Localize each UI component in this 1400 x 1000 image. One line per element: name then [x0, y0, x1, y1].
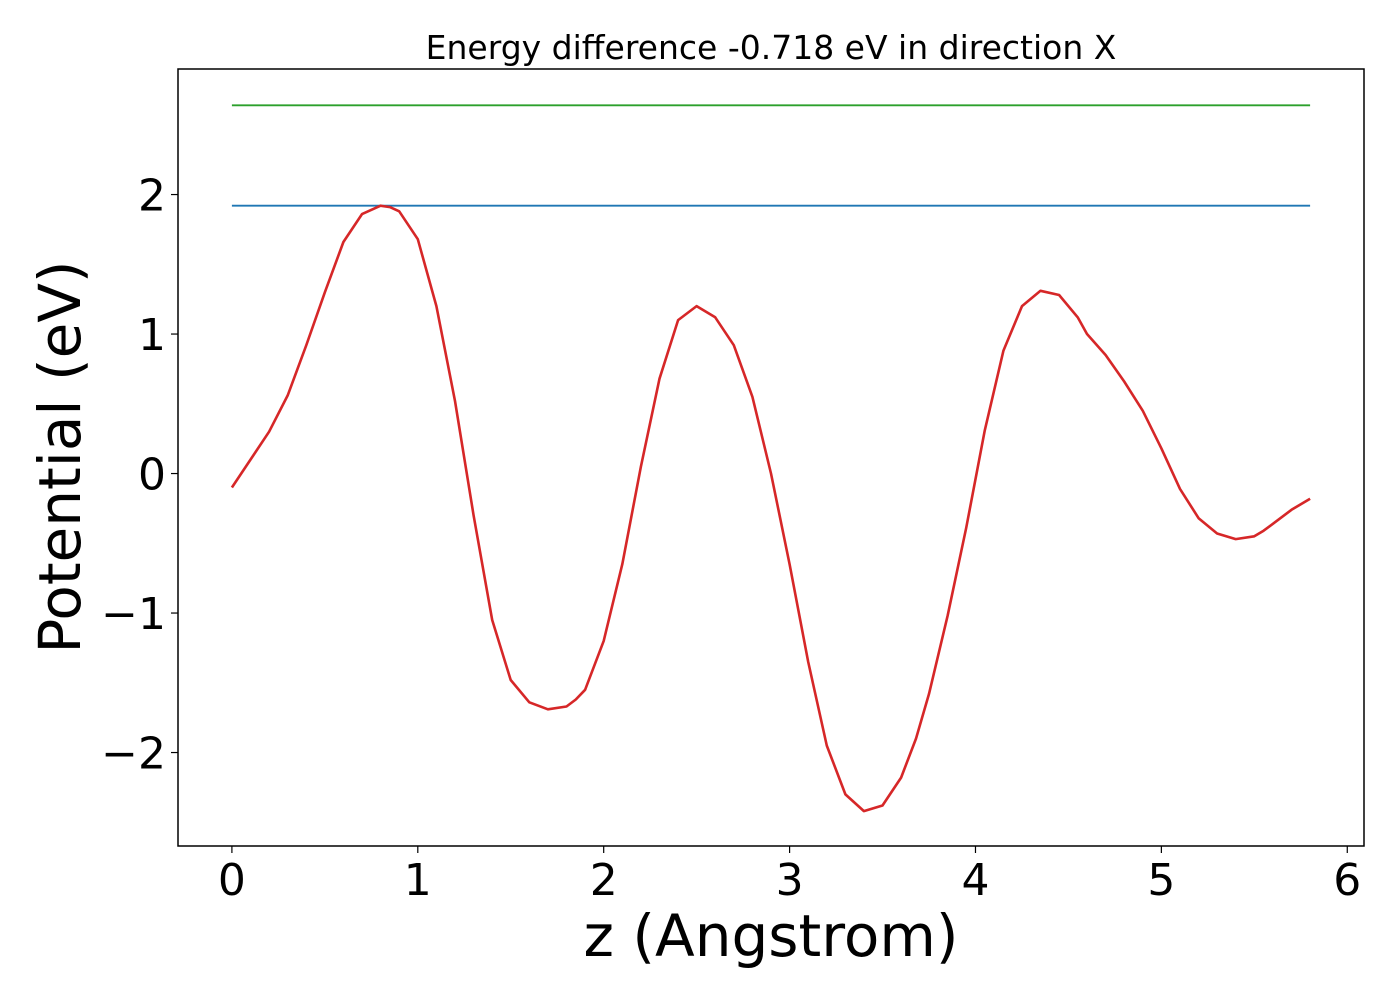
- y-axis-ticks: −2 −1 0 1 2: [101, 171, 178, 780]
- y-tick-label: −2: [101, 729, 166, 780]
- x-tick-label: 4: [961, 855, 989, 906]
- y-tick-label: −1: [101, 589, 166, 640]
- x-tick-label: 2: [590, 855, 618, 906]
- x-tick-label: 3: [776, 855, 804, 906]
- x-tick-label: 6: [1333, 855, 1361, 906]
- x-axis-label: z (Angstrom): [584, 902, 959, 970]
- plot-area-frame: [177, 68, 1365, 847]
- y-tick-label: 1: [138, 310, 166, 361]
- x-axis-ticks: 0 1 2 3 4 5 6: [218, 846, 1361, 906]
- y-tick-label: 0: [138, 450, 166, 501]
- x-tick-label: 0: [218, 855, 246, 906]
- x-tick-label: 1: [404, 855, 432, 906]
- x-tick-label: 5: [1147, 855, 1175, 906]
- series-line-0: [230, 204, 1311, 813]
- y-axis-label: Potential (eV): [26, 260, 94, 653]
- series-layer: [230, 104, 1311, 813]
- chart-title: Energy difference -0.718 eV in direction…: [426, 28, 1117, 67]
- y-tick-label: 2: [138, 171, 166, 222]
